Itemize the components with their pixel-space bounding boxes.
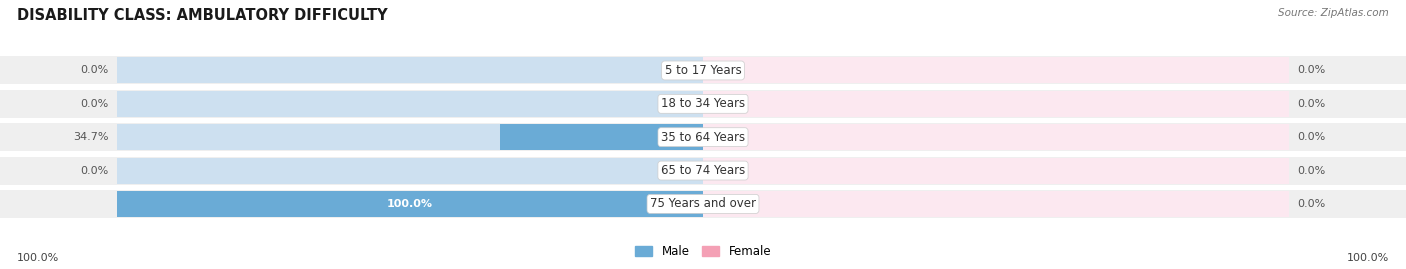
Text: 34.7%: 34.7%: [73, 132, 108, 142]
Text: 0.0%: 0.0%: [80, 99, 108, 109]
Bar: [117, 124, 703, 150]
Text: 0.0%: 0.0%: [1298, 132, 1326, 142]
Bar: [703, 158, 1289, 183]
Text: 5 to 17 Years: 5 to 17 Years: [665, 64, 741, 77]
Text: 100.0%: 100.0%: [387, 199, 433, 209]
Text: 0.0%: 0.0%: [1298, 165, 1326, 176]
Bar: [117, 58, 703, 83]
Text: 75 Years and over: 75 Years and over: [650, 197, 756, 210]
Text: 0.0%: 0.0%: [1298, 199, 1326, 209]
Legend: Male, Female: Male, Female: [630, 241, 776, 263]
Bar: [703, 91, 1289, 117]
Text: 100.0%: 100.0%: [17, 253, 59, 263]
Bar: [703, 58, 1289, 83]
Text: 0.0%: 0.0%: [1298, 65, 1326, 76]
Text: 65 to 74 Years: 65 to 74 Years: [661, 164, 745, 177]
Text: 0.0%: 0.0%: [80, 65, 108, 76]
Bar: [499, 124, 703, 150]
Bar: [117, 191, 703, 217]
Text: 35 to 64 Years: 35 to 64 Years: [661, 131, 745, 144]
Bar: [703, 191, 1289, 217]
Bar: [0, 56, 1406, 84]
Text: 100.0%: 100.0%: [1347, 253, 1389, 263]
Text: DISABILITY CLASS: AMBULATORY DIFFICULTY: DISABILITY CLASS: AMBULATORY DIFFICULTY: [17, 8, 388, 23]
Text: 0.0%: 0.0%: [1298, 99, 1326, 109]
Bar: [0, 90, 1406, 118]
Text: 0.0%: 0.0%: [80, 165, 108, 176]
Bar: [117, 91, 703, 117]
Text: Source: ZipAtlas.com: Source: ZipAtlas.com: [1278, 8, 1389, 18]
Bar: [703, 124, 1289, 150]
Bar: [117, 191, 703, 217]
Bar: [0, 157, 1406, 185]
Bar: [0, 123, 1406, 151]
Bar: [0, 190, 1406, 218]
Text: 18 to 34 Years: 18 to 34 Years: [661, 97, 745, 110]
Bar: [117, 158, 703, 183]
